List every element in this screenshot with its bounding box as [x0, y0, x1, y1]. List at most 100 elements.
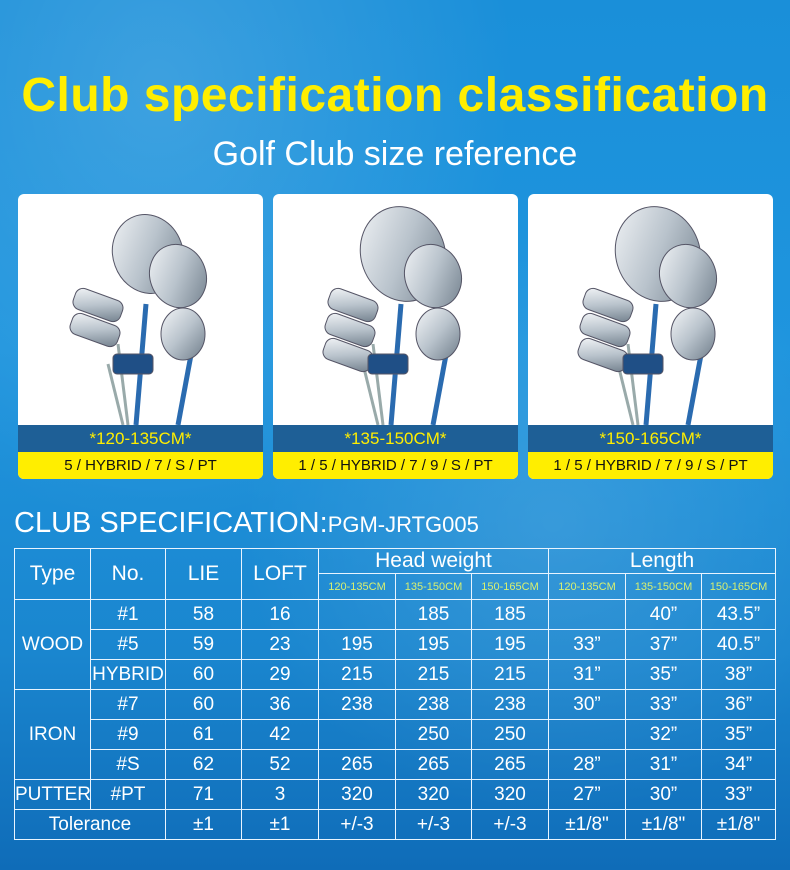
tolerance-cell: +/-3	[318, 809, 396, 840]
club-set-list: 1 / 5 / HYBRID / 7 / 9 / S / PT	[528, 452, 773, 479]
page-subtitle: Golf Club size reference	[212, 135, 578, 173]
table-cell: 320	[318, 779, 396, 810]
table-cell: #5	[90, 629, 166, 660]
table-cell: 43.5”	[700, 599, 777, 630]
table-cell: 265	[471, 749, 549, 780]
spec-table: Type No. LIE LOFT Head weight Length 120…	[14, 548, 777, 840]
head-weight-size-header: 150-165CM	[471, 573, 549, 600]
table-cell: 60	[165, 689, 242, 720]
table-cell: 320	[395, 779, 472, 810]
header-loft: LOFT	[241, 548, 319, 600]
table-cell	[318, 719, 396, 750]
table-cell: 215	[318, 659, 396, 690]
tolerance-cell: +/-3	[471, 809, 549, 840]
club-set-list: 1 / 5 / HYBRID / 7 / 9 / S / PT	[273, 452, 518, 479]
table-cell: 3	[241, 779, 319, 810]
height-range-label: *120-135CM*	[18, 425, 263, 452]
table-cell: 36	[241, 689, 319, 720]
table-cell: 37”	[625, 629, 702, 660]
club-set-card: *135-150CM* 1 / 5 / HYBRID / 7 / 9 / S / …	[273, 194, 518, 479]
table-cell: 215	[395, 659, 472, 690]
table-row: #9 61 42 250 250 32” 35”	[15, 719, 777, 750]
table-cell: 40”	[625, 599, 702, 630]
table-cell: #7	[90, 689, 166, 720]
spec-label: CLUB SPECIFICATION:	[14, 507, 328, 539]
table-cell: 238	[471, 689, 549, 720]
table-cell: 265	[318, 749, 396, 780]
golf-club-set-image	[577, 206, 717, 425]
table-cell: 238	[395, 689, 472, 720]
head-weight-size-header: 120-135CM	[318, 573, 396, 600]
type-cell: PUTTER	[14, 779, 91, 810]
table-cell: 35”	[625, 659, 702, 690]
tolerance-cell: ±1	[241, 809, 319, 840]
page-title: Club specification classification	[21, 69, 769, 122]
table-cell: 16	[241, 599, 319, 630]
table-cell: #9	[90, 719, 166, 750]
table-cell: 185	[471, 599, 549, 630]
table-cell: 36”	[700, 689, 777, 720]
table-cell: 71	[165, 779, 242, 810]
table-row: PUTTER #PT 71 3 320 320 320 27” 30” 33”	[14, 779, 777, 810]
height-range-label: *135-150CM*	[273, 425, 518, 452]
table-row: IRON #7 60 36 238 238 238 30” 33” 36”	[14, 689, 777, 780]
length-size-header: 120-135CM	[548, 573, 626, 600]
table-cell: 33”	[700, 779, 777, 810]
golf-club-set-image	[322, 206, 462, 425]
table-cell: 59	[165, 629, 242, 660]
table-cell: 27”	[548, 779, 626, 810]
table-cell	[548, 599, 626, 630]
table-cell: 31”	[548, 659, 626, 690]
table-cell: 31”	[625, 749, 702, 780]
table-cell: 30”	[625, 779, 702, 810]
table-cell: 28”	[548, 749, 626, 780]
table-cell: 62	[165, 749, 242, 780]
club-set-card: *150-165CM* 1 / 5 / HYBRID / 7 / 9 / S / …	[528, 194, 773, 479]
table-cell: 250	[395, 719, 472, 750]
golf-club-set-image	[69, 214, 207, 425]
table-cell: #1	[90, 599, 166, 630]
table-cell: 42	[241, 719, 319, 750]
table-cell: #S	[90, 749, 166, 780]
table-cell: 185	[395, 599, 472, 630]
tolerance-cell: +/-3	[395, 809, 472, 840]
header-no: No.	[90, 548, 166, 600]
tolerance-cell: ±1/8"	[548, 809, 626, 840]
table-cell: 29	[241, 659, 319, 690]
spec-heading: CLUB SPECIFICATION:PGM-JRTG005	[14, 507, 479, 540]
table-cell: 320	[471, 779, 549, 810]
tolerance-cell: ±1	[165, 809, 242, 840]
header-length: Length	[547, 548, 777, 574]
table-cell: 34”	[700, 749, 777, 780]
table-cell: 238	[318, 689, 396, 720]
type-cell: WOOD	[14, 599, 91, 690]
table-row: HYBRID 60 29 215 215 215 31” 35” 38”	[15, 659, 777, 690]
table-cell: 30”	[548, 689, 626, 720]
table-cell: 195	[318, 629, 396, 660]
table-cell: 195	[471, 629, 549, 660]
table-row: WOOD #1 58 16 185 185 40” 43.5”	[14, 599, 777, 690]
table-cell: 58	[165, 599, 242, 630]
tolerance-cell: ±1/8"	[700, 809, 777, 840]
table-row: #5 59 23 195 195 195 33” 37” 40.5”	[15, 629, 777, 660]
table-cell: 38”	[700, 659, 777, 690]
header-lie: LIE	[165, 548, 242, 600]
height-range-label: *150-165CM*	[528, 425, 773, 452]
head-weight-size-header: 135-150CM	[395, 573, 472, 600]
table-cell: 61	[165, 719, 242, 750]
table-cell: 215	[471, 659, 549, 690]
type-cell: IRON	[14, 689, 91, 780]
club-set-card: *120-135CM* 5 / HYBRID / 7 / S / PT	[18, 194, 263, 479]
table-cell: #PT	[90, 779, 166, 810]
club-set-list: 5 / HYBRID / 7 / S / PT	[18, 452, 263, 479]
table-cell: 250	[471, 719, 549, 750]
table-cell: 33”	[625, 689, 702, 720]
tolerance-label: Tolerance	[14, 809, 166, 840]
tolerance-row: Tolerance ±1 ±1 +/-3 +/-3 +/-3 ±1/8" ±1/8" ±1/8"	[14, 809, 777, 840]
length-size-header: 135-150CM	[625, 573, 702, 600]
header-head-weight: Head weight	[318, 548, 549, 574]
table-cell: 23	[241, 629, 319, 660]
table-cell: 35”	[700, 719, 777, 750]
table-cell	[548, 719, 626, 750]
table-cell: 52	[241, 749, 319, 780]
